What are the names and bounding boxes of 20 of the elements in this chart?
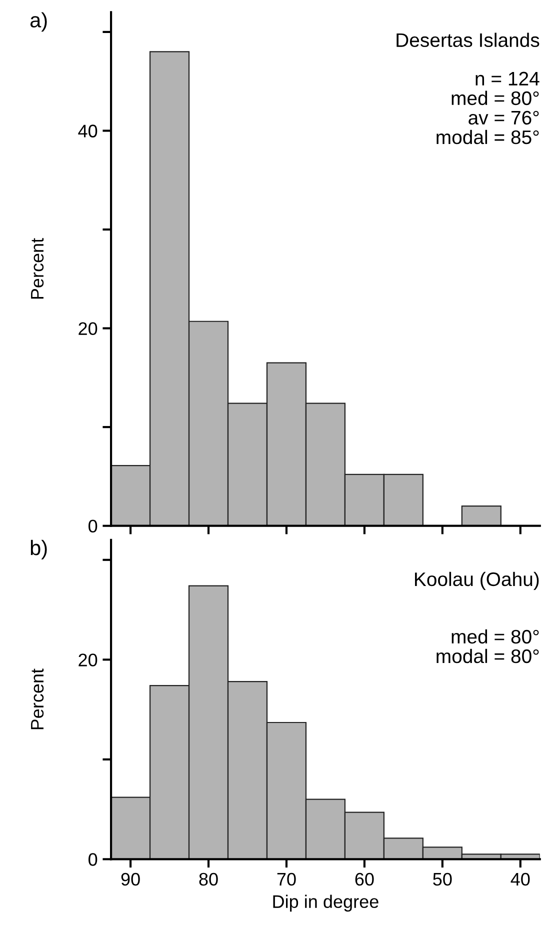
- y-tick-label: 0: [88, 520, 98, 533]
- y-tick-label: 20: [78, 654, 98, 666]
- y-axis-title: Percent: [31, 238, 44, 299]
- x-tick-label: 90: [121, 872, 140, 886]
- y-tick-label: 40: [78, 124, 98, 138]
- x-axis-title: Dip in degree: [273, 894, 378, 912]
- annotation: med = 80° modal = 80°: [436, 629, 539, 664]
- x-tick-label: 60: [355, 872, 374, 886]
- text: a): [30, 12, 47, 32]
- y-tick-label: 0: [88, 853, 98, 866]
- annotation: n = 124 med = 80° av = 76° modal = 85°: [436, 72, 540, 144]
- x-tick-label: 50: [433, 872, 452, 886]
- y-tick-label: 20: [78, 322, 98, 336]
- x-tick-label: 80: [199, 872, 218, 886]
- y-axis-title: Percent: [31, 668, 44, 730]
- annotation: Desertas Islands: [396, 32, 540, 48]
- annotation: Koolau (Oahu): [415, 572, 539, 590]
- text: b): [30, 540, 47, 560]
- x-tick-label: 40: [510, 872, 530, 886]
- x-tick-label: 70: [277, 872, 296, 886]
